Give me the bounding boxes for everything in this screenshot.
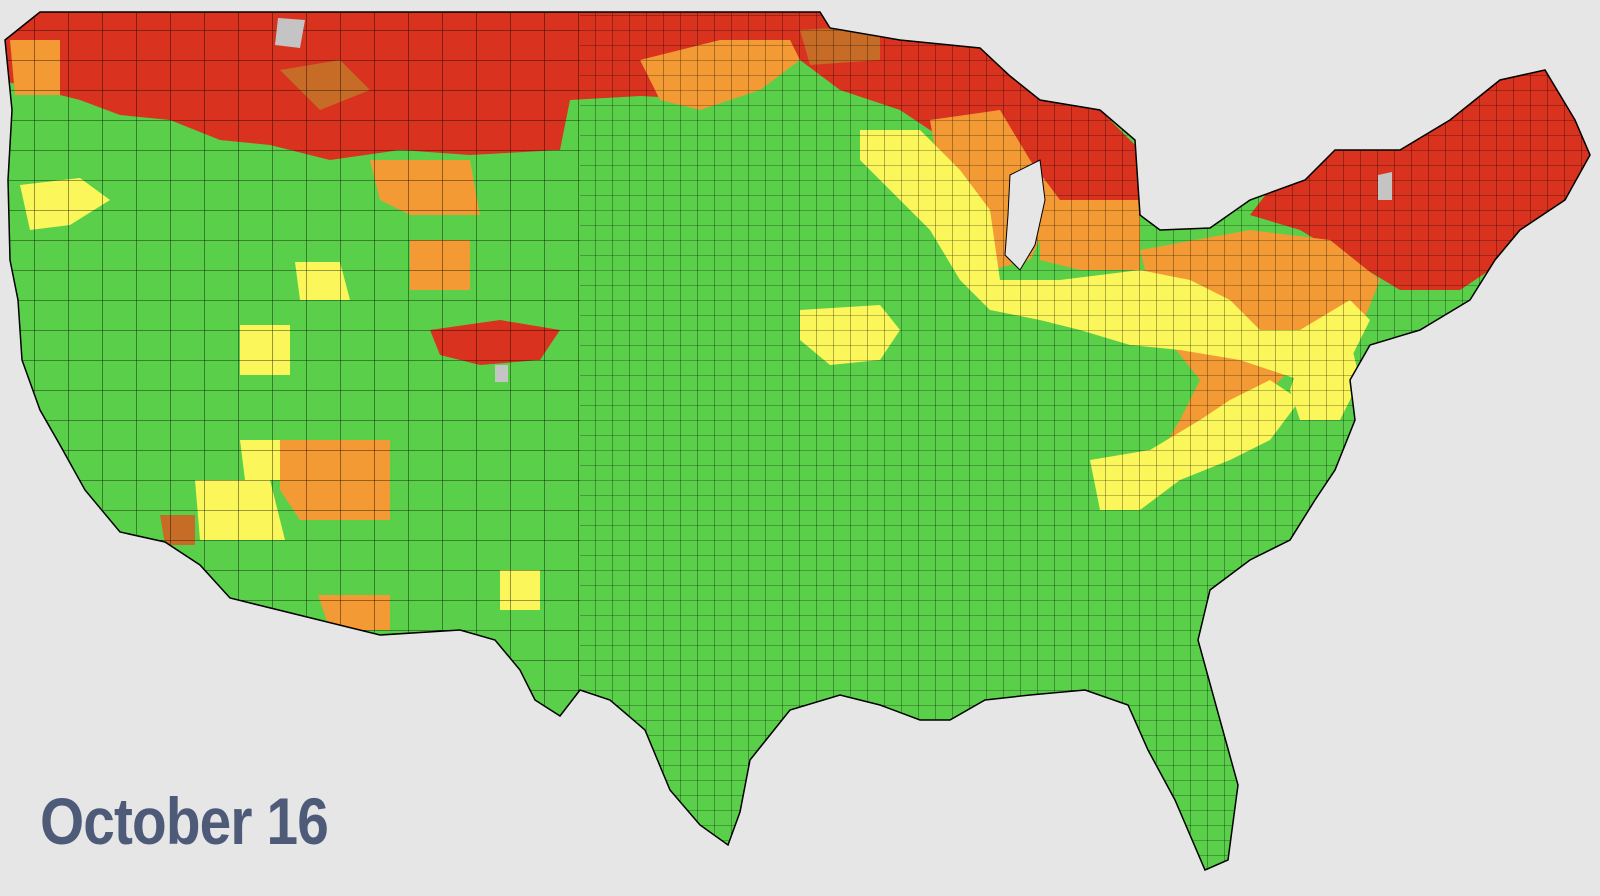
no-data-county-nh — [1378, 172, 1392, 200]
county-grid-east — [580, 12, 1590, 870]
date-label: October 16 — [40, 784, 329, 858]
great-salt-lake — [275, 18, 305, 48]
lakes — [275, 18, 1392, 382]
no-data-county-utah — [495, 365, 508, 382]
us-outline-border — [4, 11, 1591, 871]
county-grid-west — [5, 12, 580, 870]
lake-michigan — [1004, 159, 1046, 271]
